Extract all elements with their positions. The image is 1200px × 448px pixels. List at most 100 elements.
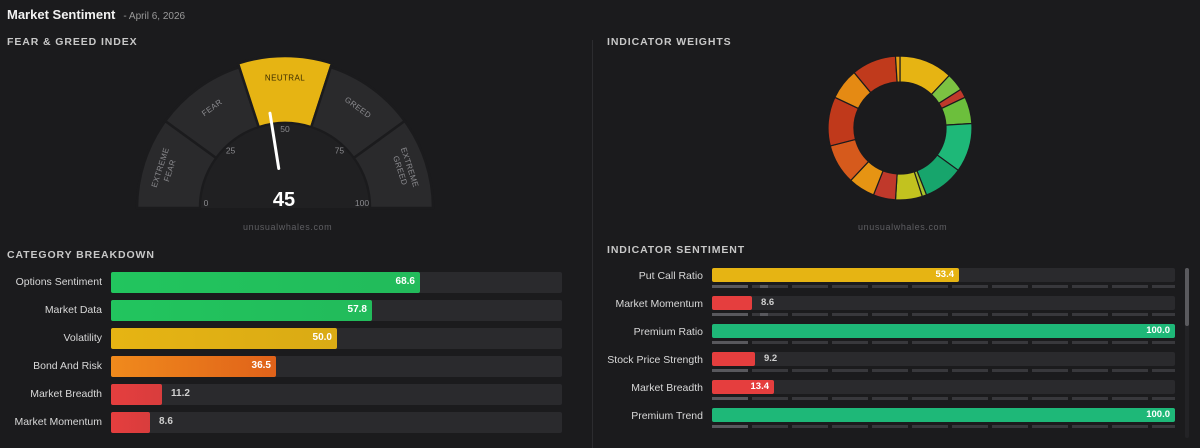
indicator-history-segment <box>992 397 1028 400</box>
indicator-history-segment <box>1152 369 1175 372</box>
indicator-history-segment <box>712 397 748 400</box>
indicator-label: Market Momentum <box>615 298 703 310</box>
indicator-history-segment <box>752 425 788 428</box>
indicator-history-segment <box>752 397 788 400</box>
indicator-history-segment <box>872 285 908 288</box>
category-bar-fill <box>111 412 150 433</box>
indicator-history-segment <box>1112 285 1148 288</box>
category-row: Market Momentum 8.6 <box>0 412 570 434</box>
indicator-history-segment <box>952 313 988 316</box>
indicator-weights-heading: INDICATOR WEIGHTS <box>607 36 732 48</box>
indicator-history-segment <box>952 425 988 428</box>
category-breakdown-heading: CATEGORY BREAKDOWN <box>7 249 155 261</box>
gauge-tick-label: 50 <box>280 124 290 134</box>
indicator-history-segment <box>952 341 988 344</box>
category-row: Options Sentiment 68.6 <box>0 272 570 294</box>
indicator-history-segment <box>1032 285 1068 288</box>
indicator-bar-fill: 53.4 <box>712 268 959 282</box>
indicator-history-segment <box>1072 313 1108 316</box>
indicator-history-segment <box>752 341 788 344</box>
indicator-bar-track: 13.4 <box>712 380 1175 394</box>
indicator-history-segment <box>1072 285 1108 288</box>
category-bar-fill: 68.6 <box>111 272 420 293</box>
donut-watermark: unusualwhales.com <box>858 222 948 232</box>
indicator-history-segment <box>952 369 988 372</box>
indicator-label: Premium Ratio <box>633 326 703 338</box>
indicator-value: 8.6 <box>761 297 775 308</box>
indicator-history-segment <box>872 313 908 316</box>
indicator-history-segment <box>712 425 748 428</box>
gauge-zone <box>352 119 435 210</box>
column-divider <box>592 40 593 448</box>
indicator-history-segment <box>872 369 908 372</box>
indicator-history-segment <box>792 313 828 316</box>
indicator-history-segment <box>792 341 828 344</box>
gauge-value: 45 <box>273 189 295 211</box>
indicator-history-segment <box>760 313 768 316</box>
indicator-history-segment <box>752 313 788 316</box>
category-bar-track: 57.8 <box>111 300 562 321</box>
indicator-history-segment <box>832 341 868 344</box>
category-bar-fill <box>111 384 162 405</box>
indicator-history-segment <box>872 425 908 428</box>
category-bar-track: 8.6 <box>111 412 562 433</box>
indicator-bar-track: 100.0 <box>712 324 1175 338</box>
category-bar-track: 36.5 <box>111 356 562 377</box>
indicator-history-segment <box>712 369 748 372</box>
donut-segment[interactable] <box>894 55 901 83</box>
category-value: 68.6 <box>395 276 415 287</box>
indicator-history-segment <box>832 313 868 316</box>
category-bar-track: 11.2 <box>111 384 562 405</box>
indicator-value: 53.4 <box>935 269 955 280</box>
gauge-tick-label: 75 <box>335 146 345 156</box>
indicator-sentiment-heading: INDICATOR SENTIMENT <box>607 244 746 256</box>
indicator-history-segment <box>1032 313 1068 316</box>
indicator-bar-fill: 13.4 <box>712 380 774 394</box>
indicator-history-segment <box>832 285 868 288</box>
category-label: Bond And Risk <box>33 360 102 372</box>
indicator-history-segment <box>992 369 1028 372</box>
indicator-history-segment <box>912 313 948 316</box>
indicator-history-segment <box>832 369 868 372</box>
category-value: 57.8 <box>347 304 367 315</box>
indicator-row: Put Call Ratio 53.4 <box>600 268 1180 288</box>
scrollbar-thumb[interactable] <box>1185 268 1189 326</box>
category-row: Volatility 50.0 <box>0 328 570 350</box>
indicator-bar-fill: 100.0 <box>712 324 1175 338</box>
indicator-row: Premium Trend 100.0 <box>600 408 1180 428</box>
category-label: Market Breadth <box>30 388 102 400</box>
gauge-needle <box>268 111 281 170</box>
indicator-history-segment <box>872 397 908 400</box>
indicator-history-segment <box>1072 425 1108 428</box>
indicator-history-segment <box>1152 397 1175 400</box>
category-bar-track: 68.6 <box>111 272 562 293</box>
indicator-history-strip <box>712 313 1175 316</box>
indicator-row: Market Momentum 8.6 <box>600 296 1180 316</box>
indicator-history-segment <box>1072 397 1108 400</box>
indicator-history-strip <box>712 397 1175 400</box>
page-header: Market Sentiment - April 6, 2026 <box>7 7 185 25</box>
indicator-bar-track: 9.2 <box>712 352 1175 366</box>
indicator-history-segment <box>992 425 1028 428</box>
indicator-history-segment <box>1072 369 1108 372</box>
indicator-history-segment <box>952 397 988 400</box>
indicator-history-segment <box>992 341 1028 344</box>
indicator-history-segment <box>792 425 828 428</box>
indicator-value: 100.0 <box>1146 409 1170 420</box>
indicator-history-segment <box>1152 341 1175 344</box>
gauge-inner <box>201 124 369 208</box>
indicator-bar-track: 8.6 <box>712 296 1175 310</box>
indicator-history-segment <box>912 425 948 428</box>
indicator-label: Put Call Ratio <box>638 270 703 282</box>
indicator-label: Stock Price Strength <box>607 354 703 366</box>
indicator-history-segment <box>752 369 788 372</box>
indicator-history-segment <box>792 369 828 372</box>
category-row: Market Breadth 11.2 <box>0 384 570 406</box>
category-bar-fill: 57.8 <box>111 300 372 321</box>
indicator-history-segment <box>1032 369 1068 372</box>
indicator-value: 13.4 <box>750 381 770 392</box>
indicator-label: Premium Trend <box>631 410 703 422</box>
category-row: Bond And Risk 36.5 <box>0 356 570 378</box>
category-row: Market Data 57.8 <box>0 300 570 322</box>
scrollbar-track[interactable] <box>1185 268 1189 438</box>
